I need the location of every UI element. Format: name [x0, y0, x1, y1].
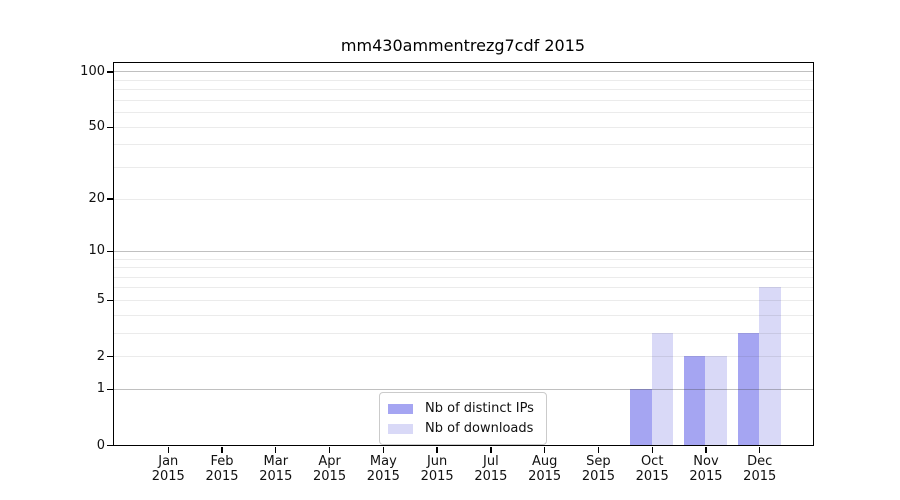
- legend-label: Nb of downloads: [425, 421, 534, 436]
- x-tick-month: Jun: [426, 453, 448, 469]
- x-tick-year: 2015: [743, 469, 777, 484]
- plot-area: [113, 62, 814, 446]
- bar-dec-downloads: [759, 287, 781, 445]
- x-tick-label: Feb 2015: [194, 454, 250, 485]
- x-tick-label: Aug 2015: [517, 454, 573, 485]
- legend-swatch-downloads: [388, 423, 413, 434]
- x-tick-month: Aug: [531, 453, 558, 469]
- x-tick-label: Jan 2015: [140, 454, 196, 485]
- x-tick-year: 2015: [313, 469, 347, 484]
- x-tick-year: 2015: [581, 469, 615, 484]
- x-tick-month: Nov: [693, 453, 719, 469]
- x-tick-mark: [597, 446, 600, 453]
- bar-nov-downloads: [705, 356, 727, 445]
- x-tick-month: Feb: [210, 453, 234, 469]
- y-tick-label: 100: [80, 63, 105, 79]
- x-tick-mark: [328, 446, 331, 453]
- x-tick-mark: [759, 446, 761, 453]
- x-tick-label: Mar 2015: [248, 454, 304, 485]
- y-tick-mark: [107, 299, 114, 302]
- x-tick-year: 2015: [528, 469, 562, 484]
- y-tick-mark: [107, 126, 114, 128]
- x-tick-month: Jul: [483, 453, 499, 469]
- x-tick-year: 2015: [635, 469, 669, 484]
- x-tick-label: May 2015: [355, 454, 411, 485]
- x-tick-year: 2015: [259, 469, 293, 484]
- x-tick-mark: [221, 446, 223, 453]
- y-tick-label: 2: [96, 348, 105, 364]
- legend-item-distinct-ips: Nb of distinct IPs: [388, 400, 534, 417]
- x-tick-label: Apr 2015: [302, 454, 358, 485]
- y-tick-label: 5: [96, 292, 105, 308]
- x-tick-label: Oct 2015: [624, 454, 680, 485]
- y-tick-mark: [107, 444, 114, 447]
- x-tick-month: May: [369, 453, 397, 469]
- x-tick-label: Nov 2015: [678, 454, 734, 485]
- x-tick-month: Sep: [586, 453, 611, 469]
- y-tick-label: 10: [88, 243, 105, 259]
- y-tick-mark: [107, 250, 114, 253]
- bars-layer: [114, 63, 813, 445]
- x-tick-year: 2015: [420, 469, 454, 484]
- y-tick-label: 1: [96, 381, 105, 397]
- x-tick-month: Mar: [263, 453, 289, 469]
- legend-swatch-distinct-ips: [388, 403, 413, 414]
- bar-dec-distinct-ips: [737, 332, 760, 445]
- x-tick-mark: [705, 446, 707, 453]
- bar-oct-distinct-ips: [630, 388, 652, 445]
- legend-label: Nb of distinct IPs: [425, 401, 534, 416]
- chart-title: mm430ammentrezg7cdf 2015: [340, 36, 586, 55]
- x-tick-month: Dec: [747, 453, 773, 469]
- legend-item-downloads: Nb of downloads: [388, 420, 534, 437]
- y-tick-label: 0: [96, 437, 105, 453]
- x-tick-mark: [382, 446, 384, 453]
- y-tick-label: 20: [88, 191, 105, 207]
- x-tick-mark: [651, 446, 653, 453]
- y-tick-mark: [107, 198, 114, 200]
- x-tick-year: 2015: [366, 469, 400, 484]
- x-tick-month: Apr: [318, 453, 341, 469]
- y-tick-mark: [107, 388, 114, 391]
- x-tick-year: 2015: [689, 469, 723, 484]
- y-tick-mark: [107, 355, 114, 358]
- x-tick-label: Jul 2015: [463, 454, 519, 485]
- x-tick-month: Jan: [158, 453, 179, 469]
- x-tick-year: 2015: [205, 469, 239, 484]
- bar-nov-distinct-ips: [683, 356, 706, 445]
- legend: Nb of distinct IPs Nb of downloads: [379, 392, 547, 445]
- x-tick-year: 2015: [474, 469, 508, 484]
- x-tick-label: Jun 2015: [409, 454, 465, 485]
- x-tick-mark: [275, 446, 277, 453]
- y-tick-mark: [107, 71, 114, 73]
- x-tick-year: 2015: [151, 469, 185, 484]
- x-tick-mark: [490, 446, 492, 453]
- x-tick-month: Oct: [640, 453, 664, 469]
- x-tick-label: Dec 2015: [732, 454, 788, 485]
- x-tick-mark: [167, 446, 169, 453]
- x-tick-mark: [436, 446, 438, 453]
- y-tick-label: 50: [88, 119, 105, 135]
- x-tick-label: Sep 2015: [570, 454, 626, 485]
- bar-oct-downloads: [651, 332, 674, 445]
- x-tick-mark: [544, 446, 546, 453]
